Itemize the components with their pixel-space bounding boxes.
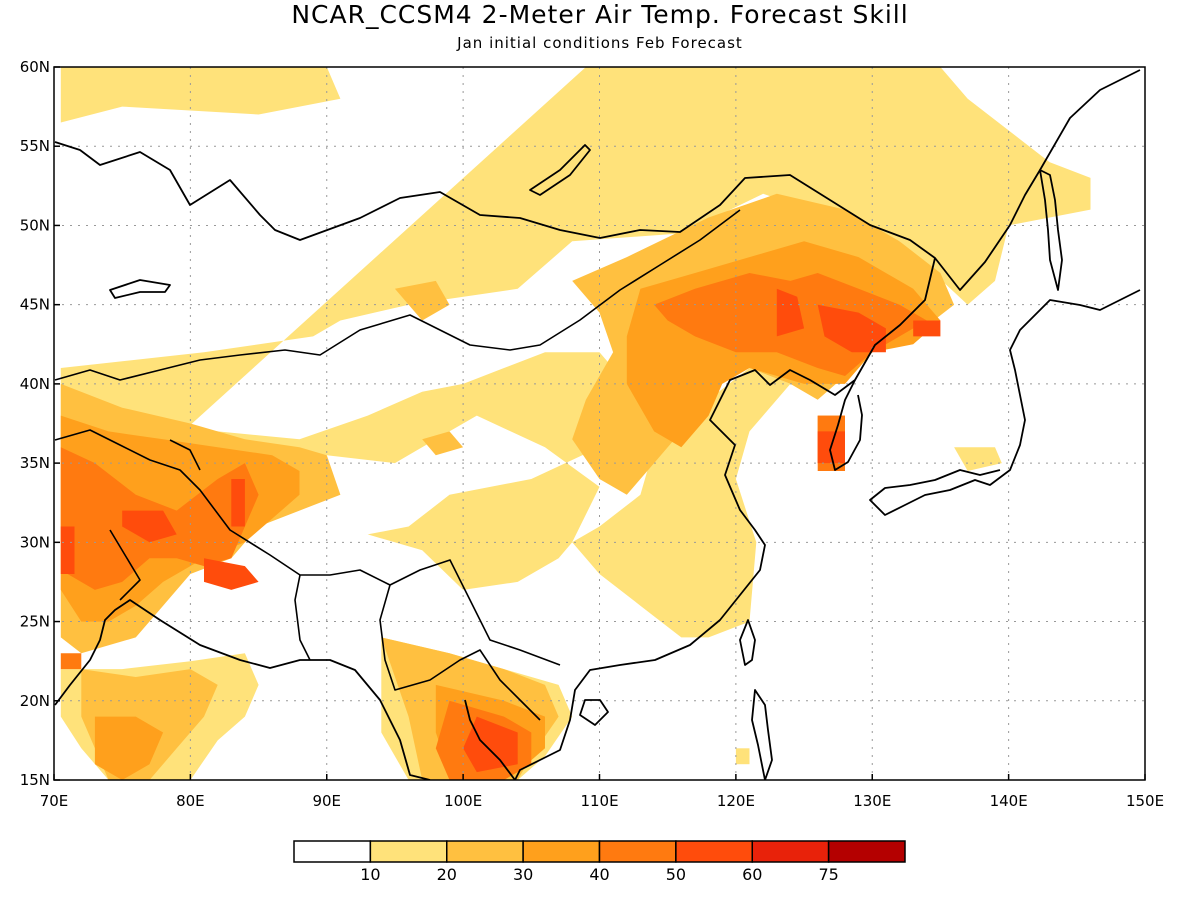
lon-tick-label: 150E [1126,792,1164,810]
skill-fill-layer [60,67,1091,780]
lat-tick-label: 20N [20,692,50,710]
skill-region-level-5 [817,304,886,353]
map-subtitle: Jan initial conditions Feb Forecast [457,34,743,52]
colorbar-swatch [522,840,601,863]
skill-region-level-5 [60,526,75,574]
skill-region-level-5 [231,479,245,527]
lon-tick-label: 70E [40,792,69,810]
skill-region-level-2 [394,280,450,321]
coastline-layer [54,69,1141,780]
lat-tick-label: 60N [20,58,50,76]
colorbar-label: 75 [818,865,838,884]
coastline-sakhalin [1039,169,1063,291]
longitude-labels: 70E 80E 90E 100E 110E 120E 130E 140E 150E [40,792,1164,810]
coastline-korea [829,379,863,471]
colorbar-label: 40 [589,865,609,884]
colorbar-swatch [598,840,677,863]
skill-region-level-1 [60,67,341,123]
skill-region-level-1 [954,447,1002,471]
colorbar-label: 50 [666,865,686,884]
lon-tick-label: 130E [853,792,891,810]
colorbar: 10 20 30 40 50 60 75 [293,840,906,884]
lat-tick-label: 25N [20,613,50,631]
lat-tick-label: 30N [20,533,50,551]
axis-ticks [53,66,1146,781]
coastline-taiwan [739,619,756,666]
coastline-japan [869,289,1141,516]
skill-region-level-1 [735,748,750,765]
colorbar-label: 60 [742,865,762,884]
colorbar-label: 30 [513,865,533,884]
skill-region-level-5 [204,558,259,590]
coastline-lake-baikal [529,144,591,196]
lon-tick-label: 140E [990,792,1028,810]
colorbar-swatch [675,840,753,863]
colorbar-swatch [369,840,448,863]
colorbar-swatch [827,840,906,863]
colorbar-swatch [446,840,524,863]
lon-tick-label: 100E [444,792,482,810]
lat-tick-label: 15N [20,771,50,789]
lon-tick-label: 110E [580,792,618,810]
lon-tick-label: 80E [176,792,205,810]
lon-tick-label: 120E [717,792,755,810]
colorbar-swatch [293,840,372,863]
lat-tick-label: 35N [20,454,50,472]
border-lines [54,209,741,721]
skill-region-level-5 [122,510,177,543]
lat-tick-label: 55N [20,137,50,155]
colorbar-label: 20 [437,865,457,884]
colorbar-label: 10 [360,865,380,884]
colorbar-swatch [751,840,830,863]
coastline-mainland [54,69,1141,780]
latitude-labels: 15N 20N 25N 30N 35N 40N 45N 50N 55N 60N [20,58,50,789]
lat-tick-label: 50N [20,216,50,234]
skill-region-level-5 [913,320,941,337]
lat-tick-label: 45N [20,296,50,314]
skill-region-level-2 [422,431,464,456]
map-title: NCAR_CCSM4 2-Meter Air Temp. Forecast Sk… [291,0,909,29]
skill-region-level-5 [776,288,805,337]
coastline-luzon [751,689,773,780]
skill-region-level-5 [463,716,518,773]
coastline-india-burma [54,599,516,780]
lat-tick-label: 40N [20,375,50,393]
coastline-hainan [579,699,609,726]
skill-region-level-4 [60,653,82,670]
lon-tick-label: 90E [312,792,341,810]
coastline-lake-balkhash [109,279,171,299]
skill-region-level-3 [94,716,164,780]
